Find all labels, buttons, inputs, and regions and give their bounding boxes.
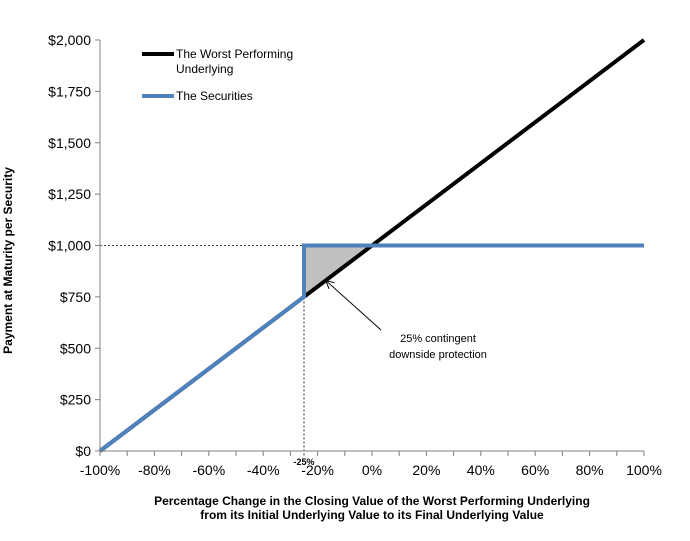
series-line-1 — [98, 243, 644, 453]
x-axis-title: Percentage Change in the Closing Value o… — [154, 494, 590, 508]
annotation-arrow-line — [325, 280, 382, 331]
series-lines — [98, 38, 646, 453]
y-tick-label: $1,000 — [48, 238, 91, 254]
x-tick-label: 40% — [467, 462, 495, 478]
y-tick-label: $250 — [60, 392, 91, 408]
annotation-text: downside protection — [389, 349, 487, 361]
x-tick-label: 20% — [412, 462, 440, 478]
y-tick-label: $2,000 — [48, 32, 91, 48]
y-tick-label: $500 — [60, 340, 91, 356]
annotation-arrowhead — [324, 279, 335, 289]
y-tick-label: $750 — [60, 289, 91, 305]
x-tick-label: 100% — [626, 462, 662, 478]
axes — [95, 39, 645, 456]
marker-label: -25% — [293, 457, 314, 467]
y-tick-label: $0 — [75, 443, 91, 459]
y-tick-label: $1,250 — [48, 186, 91, 202]
x-axis-title: from its Initial Underlying Value to its… — [200, 508, 544, 522]
legend-label: The Worst Performing — [176, 47, 293, 61]
x-tick-label: -100% — [80, 462, 120, 478]
x-tick-label: -60% — [192, 462, 225, 478]
legend-label: Underlying — [176, 62, 233, 76]
reference-lines: -25% — [100, 245, 315, 467]
y-tick-label: $1,750 — [48, 83, 91, 99]
x-tick-label: -20% — [301, 462, 334, 478]
x-tick-label: 60% — [521, 462, 549, 478]
x-tick-labels: -100% -80% -60% -40% -20% 0% 20% 40% 60% 80% 100% — [80, 462, 662, 478]
x-tick-label: -40% — [247, 462, 280, 478]
x-tick-label: 0% — [362, 462, 382, 478]
annotation-text: 25% contingent — [400, 333, 476, 345]
y-axis-title: Payment at Maturity per Security — [1, 167, 15, 354]
y-tick-labels: $0 $250 $500 $750 $1,000 $1,250 $1,500 $1,750 $2… — [48, 32, 91, 459]
x-tick-label: 80% — [576, 462, 604, 478]
annotation: 25% contingent downside protection — [324, 279, 487, 361]
axis-labels: Payment at Maturity per Security Percenta… — [1, 167, 590, 522]
x-tick-label: -80% — [138, 462, 171, 478]
y-tick-label: $1,500 — [48, 135, 91, 151]
legend-label: The Securities — [176, 89, 253, 103]
